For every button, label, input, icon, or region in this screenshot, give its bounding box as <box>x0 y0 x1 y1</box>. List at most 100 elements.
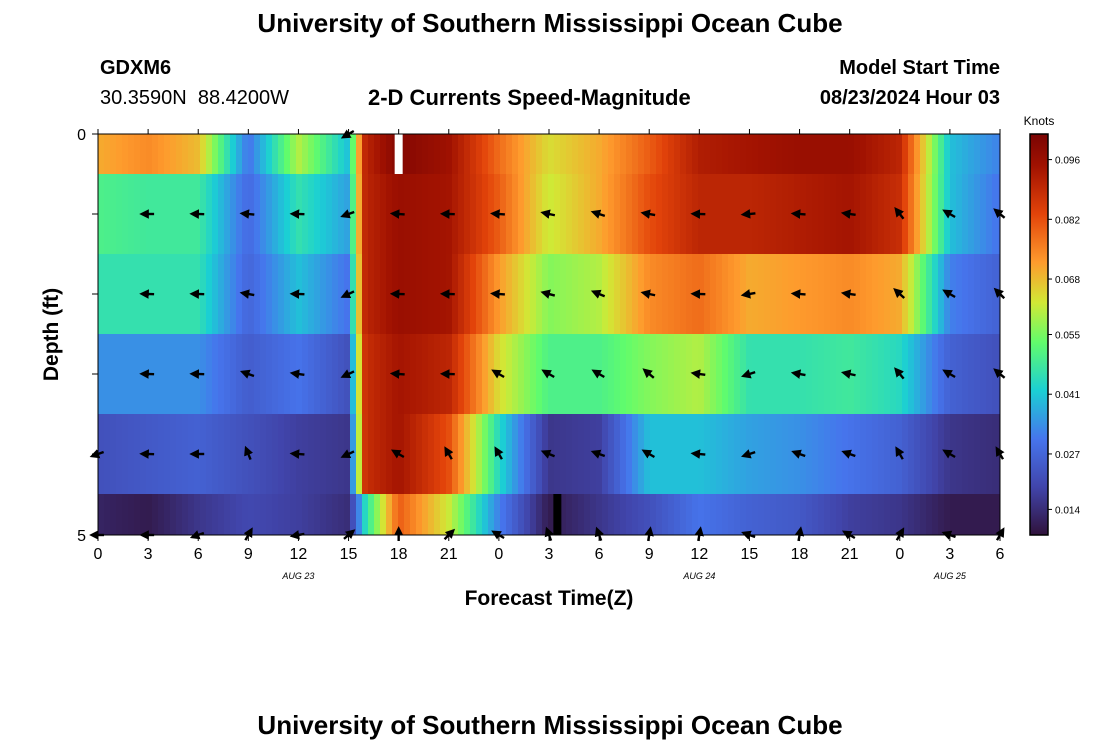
current-vector-arrow <box>540 289 556 299</box>
heat-cell <box>716 334 723 414</box>
current-vector-arrow <box>591 369 605 379</box>
colorbar-tick-label: 0.082 <box>1055 215 1080 226</box>
heat-cell <box>254 334 261 414</box>
heat-cell <box>128 254 135 334</box>
heat-cell <box>974 134 981 174</box>
heat-cell <box>818 254 825 334</box>
heat-cell <box>134 174 141 254</box>
current-vector-arrow <box>289 449 305 459</box>
heat-cell <box>230 174 237 254</box>
heat-cell <box>614 254 621 334</box>
heat-cell <box>614 414 621 494</box>
heat-cell <box>548 494 555 535</box>
heat-cell <box>116 134 123 174</box>
heat-cell <box>134 134 141 174</box>
heat-cell <box>674 414 681 494</box>
heat-cell <box>386 254 393 334</box>
heat-cell <box>974 334 981 414</box>
heat-cell <box>626 254 633 334</box>
currents-heatmap-chart: 0 3 6 9 12 15 18 21 0 3 6 9 12 15 18 21 0 3 6 AUG 23 AUG 24 A… <box>40 114 1080 610</box>
heat-cell <box>122 134 129 174</box>
heat-cell <box>632 334 639 414</box>
heat-cell <box>110 494 117 535</box>
heat-cell <box>686 494 693 535</box>
current-vector-arrow <box>590 449 606 459</box>
heat-cell <box>962 174 969 254</box>
heat-cell <box>776 334 783 414</box>
heat-cell <box>134 254 141 334</box>
heat-cell <box>206 494 213 535</box>
heat-cell <box>362 174 369 254</box>
current-vector-arrow <box>494 446 504 460</box>
heat-cell <box>182 414 189 494</box>
heat-cell <box>572 254 579 334</box>
heat-cell <box>872 334 879 414</box>
heat-cell <box>500 414 507 494</box>
heat-cell <box>830 414 837 494</box>
chart-title: 2-D Currents Speed-Magnitude <box>368 85 691 110</box>
colorbar-unit-label: Knots <box>1024 114 1055 128</box>
heat-cell <box>230 334 237 414</box>
heat-cell <box>440 414 447 494</box>
heat-cell <box>482 494 489 535</box>
heat-cell <box>542 494 549 535</box>
heat-cell <box>224 494 231 535</box>
heat-cell <box>266 414 273 494</box>
current-vector-arrow <box>340 369 355 379</box>
current-vector-arrow <box>690 449 706 459</box>
heat-cell <box>278 494 285 535</box>
heat-cell <box>674 494 681 535</box>
heat-cell <box>920 134 927 174</box>
heat-cell <box>728 414 735 494</box>
heat-cell <box>686 334 693 414</box>
heat-cell <box>536 174 543 254</box>
heat-cell <box>728 134 735 174</box>
heat-cell <box>926 174 933 254</box>
heat-cell <box>476 494 483 535</box>
colorbar <box>1029 133 1049 536</box>
heat-cell <box>650 334 657 414</box>
heat-cell <box>770 254 777 334</box>
current-vector-arrow <box>690 369 706 379</box>
heat-cell <box>800 494 807 535</box>
heat-cell <box>104 414 111 494</box>
heat-cell <box>914 334 921 414</box>
heat-cell <box>512 174 519 254</box>
heat-cell <box>428 254 435 334</box>
heat-cell <box>572 414 579 494</box>
heat-cell <box>860 174 867 254</box>
heat-cell <box>386 414 393 494</box>
heat-cell <box>362 414 369 494</box>
heat-cell <box>350 174 357 254</box>
heat-cell <box>872 134 879 174</box>
heat-cell <box>656 334 663 414</box>
heat-cell <box>986 414 993 494</box>
station-id: GDXM6 <box>100 57 172 79</box>
heat-cell <box>716 414 723 494</box>
heat-cell <box>158 134 165 174</box>
heat-cell <box>890 494 897 535</box>
x-tick-label: 3 <box>545 546 554 563</box>
heat-cell <box>188 134 195 174</box>
heat-cell <box>848 494 855 535</box>
heat-cell <box>992 334 999 414</box>
heat-cell <box>170 494 177 535</box>
heat-cell <box>764 174 771 254</box>
heat-cell <box>476 174 483 254</box>
heat-cell <box>620 414 627 494</box>
heat-cell <box>806 134 813 174</box>
heat-cell <box>782 414 789 494</box>
current-vector-arrow <box>239 289 255 299</box>
heat-cell <box>638 414 645 494</box>
heat-cell <box>482 174 489 254</box>
heat-cell <box>656 254 663 334</box>
heat-cell <box>902 334 909 414</box>
heat-cell <box>566 494 573 535</box>
heat-cell <box>878 134 885 174</box>
heat-cell <box>980 134 987 174</box>
heat-cell <box>458 334 465 414</box>
heat-cell <box>602 414 609 494</box>
heat-cell <box>962 494 969 535</box>
heat-cell <box>818 494 825 535</box>
heat-cell <box>590 254 597 334</box>
